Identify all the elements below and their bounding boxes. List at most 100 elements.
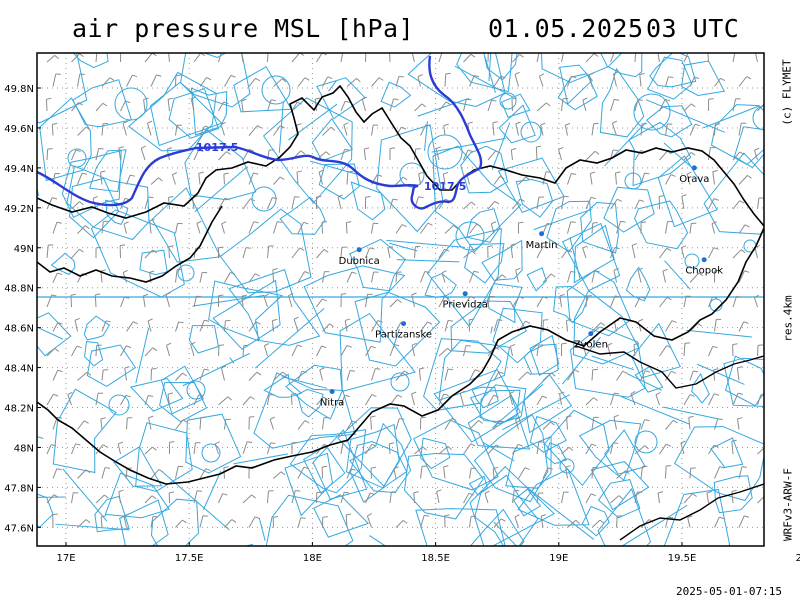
terrain-contour [515, 178, 554, 218]
wind-barb [199, 271, 208, 283]
wind-barb [273, 371, 287, 381]
wind-barb [150, 177, 163, 185]
wind-barb [242, 441, 253, 455]
terrain-contour [569, 326, 646, 398]
wind-barb [346, 78, 361, 87]
wind-barb [175, 269, 183, 283]
wind-barb [515, 267, 521, 283]
wind-barb [193, 53, 206, 63]
wind-barb [100, 269, 106, 283]
wind-barb [77, 420, 89, 430]
terrain-contour [66, 165, 150, 241]
wind-barb [147, 120, 153, 136]
wind-barb [389, 98, 399, 112]
terrain-contour [288, 103, 338, 141]
wind-barb [218, 53, 222, 63]
wind-barb [687, 515, 693, 528]
wind-barb [732, 151, 745, 161]
wind-barb [683, 295, 692, 308]
wind-barb [438, 101, 451, 112]
wind-barb [122, 120, 128, 136]
wind-barb [659, 443, 672, 455]
wind-barb [542, 467, 553, 479]
wind-barb [591, 123, 599, 136]
wind-barb [634, 296, 646, 308]
wind-barb [510, 147, 517, 161]
city-label: Chopok [685, 266, 723, 277]
wind-barb [46, 294, 57, 308]
terrain-contour [543, 409, 610, 487]
wind-barb [120, 100, 131, 112]
wind-barb [738, 174, 752, 185]
lon-tick-label: 20E [796, 553, 800, 564]
wind-barb [487, 200, 500, 210]
terrain-contour [208, 280, 284, 342]
wind-barb [52, 369, 63, 381]
wind-barb [589, 171, 596, 185]
terrain-contour [105, 199, 129, 226]
terrain-peak [634, 430, 658, 454]
terrain-contour [578, 419, 642, 482]
terrain-peak [520, 121, 542, 143]
wind-barb [732, 295, 742, 308]
wind-barb [193, 394, 204, 406]
wind-barb [175, 321, 184, 332]
wind-barb [316, 396, 329, 406]
wind-barb [640, 172, 650, 185]
wind-barb [591, 222, 598, 234]
terrain-contour [482, 442, 515, 462]
wind-barb [340, 491, 350, 504]
wind-barb [346, 369, 356, 381]
wind-barb [487, 295, 495, 308]
wind-barb [444, 514, 450, 528]
wind-barb [100, 515, 107, 528]
terrain-contour [526, 267, 547, 292]
wind-barb [414, 103, 427, 112]
terrain-peak [559, 458, 575, 474]
wind-barb [52, 322, 63, 332]
terrain-contour [233, 453, 289, 465]
footer-timestamp: 2025-05-01-07:15 [676, 585, 782, 598]
terrain-contour [533, 208, 592, 231]
wind-barb [214, 441, 220, 455]
wind-barb [371, 124, 379, 136]
terrain-contour [657, 155, 718, 228]
wind-barb [683, 103, 696, 112]
wind-barb [371, 367, 381, 381]
wind-barb [566, 415, 572, 430]
lat-tick-label: 48.2N [4, 404, 34, 415]
terrain-contour [376, 124, 444, 233]
wind-barb [536, 441, 544, 455]
wind-barb [241, 294, 247, 308]
terrain-contour [90, 209, 185, 298]
city-label: Martin [526, 240, 558, 251]
terrain-contour [354, 291, 441, 367]
wind-barb [322, 271, 330, 283]
wind-barb [753, 294, 760, 308]
wind-barb [94, 293, 101, 308]
lon-tick-label: 17.5E [175, 553, 204, 564]
wind-barb [463, 345, 471, 357]
city-marker: Zvolen [574, 331, 608, 351]
wind-barb [493, 419, 504, 430]
wind-barb [610, 392, 620, 406]
terrain-peak [684, 253, 700, 269]
terrain-contour [190, 87, 228, 136]
wind-barb [493, 319, 503, 332]
terrain-contour [149, 81, 223, 147]
lat-tick-label: 49.4N [4, 164, 34, 175]
wind-barb [639, 72, 645, 87]
wind-barb [272, 268, 278, 283]
wind-barb [420, 321, 433, 332]
terrain-peak [261, 75, 291, 105]
terrain-contour [369, 535, 387, 546]
wind-barb [267, 442, 276, 455]
wind-barb [123, 513, 129, 528]
wind-barb [616, 515, 623, 528]
terrain-contour [557, 73, 598, 111]
wind-barb [585, 493, 596, 504]
wind-barb [267, 394, 275, 406]
wind-barb [395, 418, 405, 430]
wind-barb [316, 248, 329, 259]
wind-barb [469, 515, 477, 528]
